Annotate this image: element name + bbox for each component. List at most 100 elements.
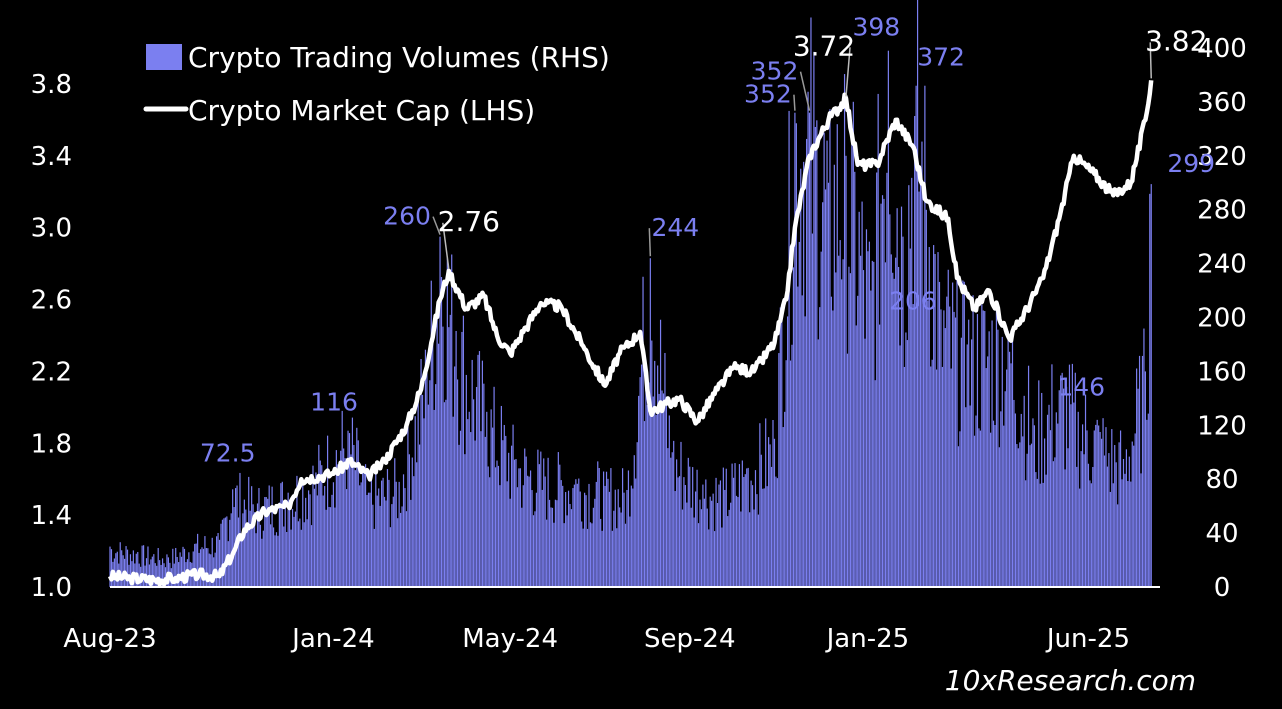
volume-bar <box>522 485 524 587</box>
y-right-tick-label: 280 <box>1197 196 1247 226</box>
volume-bar <box>316 495 318 587</box>
volume-bar <box>668 415 670 587</box>
volume-bar <box>410 499 412 587</box>
volume-bar <box>616 528 618 587</box>
volume-bar <box>357 440 359 587</box>
volume-bar <box>386 469 389 587</box>
volume-bar <box>145 558 148 587</box>
volume-bar <box>646 404 649 587</box>
volume-bar <box>1119 430 1122 587</box>
volume-bar <box>985 368 987 587</box>
volume-bar <box>226 516 228 587</box>
volume-bar <box>1004 391 1006 587</box>
volume-bar <box>220 523 222 587</box>
volume-bar <box>800 168 802 587</box>
volume-bar <box>160 564 162 587</box>
volume-bar <box>874 380 876 587</box>
volume-bar <box>954 317 957 587</box>
volume-bar <box>430 280 432 587</box>
volume-bar <box>1045 474 1047 587</box>
volume-bar <box>893 278 895 587</box>
volume-bar <box>1039 483 1041 587</box>
volume-bar <box>402 474 405 587</box>
volume-bar <box>817 339 819 587</box>
volume-bar <box>468 411 470 587</box>
volume-bar <box>598 468 600 587</box>
volume-bar <box>794 112 796 588</box>
volume-bar <box>664 352 666 587</box>
volume-bar <box>230 513 232 587</box>
volume-bar <box>629 516 631 587</box>
volume-bar <box>211 537 213 587</box>
volume-bar <box>719 480 722 587</box>
volume-bar <box>1048 404 1050 587</box>
volume-bar <box>610 468 612 587</box>
volume-bar <box>573 484 575 587</box>
volume-bar <box>340 450 342 587</box>
volume-bar <box>868 241 870 587</box>
volume-bar <box>487 466 489 587</box>
volume-bar <box>673 440 675 587</box>
volume-bar <box>1095 424 1097 587</box>
volume-bar <box>1133 445 1135 587</box>
volume-bar <box>324 486 326 587</box>
volume-bar <box>982 310 984 587</box>
volume-bar <box>500 405 502 587</box>
annotation-label: 146 <box>1057 372 1105 401</box>
volume-bar <box>734 463 736 587</box>
y-right-tick-label: 80 <box>1205 465 1238 495</box>
volume-bar <box>1111 429 1113 587</box>
volume-bar <box>822 202 824 587</box>
volume-bar <box>544 476 546 587</box>
volume-bar <box>865 229 868 587</box>
volume-bar <box>239 472 241 587</box>
volume-bar <box>221 519 224 587</box>
volume-bar <box>898 266 900 587</box>
volume-bar <box>778 353 780 587</box>
volume-bar <box>1108 453 1110 587</box>
volume-bar <box>617 489 619 587</box>
volume-bar <box>677 477 679 587</box>
volume-bar <box>693 517 695 587</box>
volume-bar <box>1100 438 1103 587</box>
volume-bar <box>1140 473 1142 587</box>
volume-bar <box>632 488 634 587</box>
volume-bar <box>940 309 942 587</box>
volume-bar <box>1041 392 1043 587</box>
volume-bar <box>839 240 841 587</box>
volume-bar <box>356 427 358 587</box>
volume-bar <box>902 236 904 587</box>
volume-bar <box>159 560 161 587</box>
volume-bar <box>747 467 749 587</box>
volume-bar <box>388 479 390 587</box>
volume-bar <box>373 528 375 587</box>
volume-bar <box>990 432 992 587</box>
volume-bar <box>1068 364 1071 587</box>
volume-bar <box>141 545 143 587</box>
volume-bar <box>712 493 714 587</box>
volume-bar <box>119 542 121 587</box>
volume-bar <box>570 509 573 587</box>
volume-bar <box>735 495 738 587</box>
volume-bar <box>978 428 980 587</box>
volume-bar <box>256 503 259 587</box>
volume-bar <box>832 310 834 587</box>
volume-bar <box>903 366 906 587</box>
volume-bar <box>770 466 773 587</box>
volume-bar <box>703 498 705 587</box>
volume-bar <box>462 315 465 587</box>
volume-bar <box>135 553 137 587</box>
volume-bar <box>1044 438 1046 587</box>
volume-bar <box>686 502 688 587</box>
volume-bar <box>524 448 526 587</box>
volume-bar <box>860 255 862 587</box>
volume-bar <box>381 480 383 587</box>
volume-bar <box>151 556 153 587</box>
volume-bar <box>648 382 650 587</box>
volume-bar <box>1064 469 1066 587</box>
volume-bar <box>992 420 995 587</box>
volume-bar <box>1096 419 1098 587</box>
volume-bar <box>351 417 354 587</box>
volume-bar <box>563 523 565 587</box>
